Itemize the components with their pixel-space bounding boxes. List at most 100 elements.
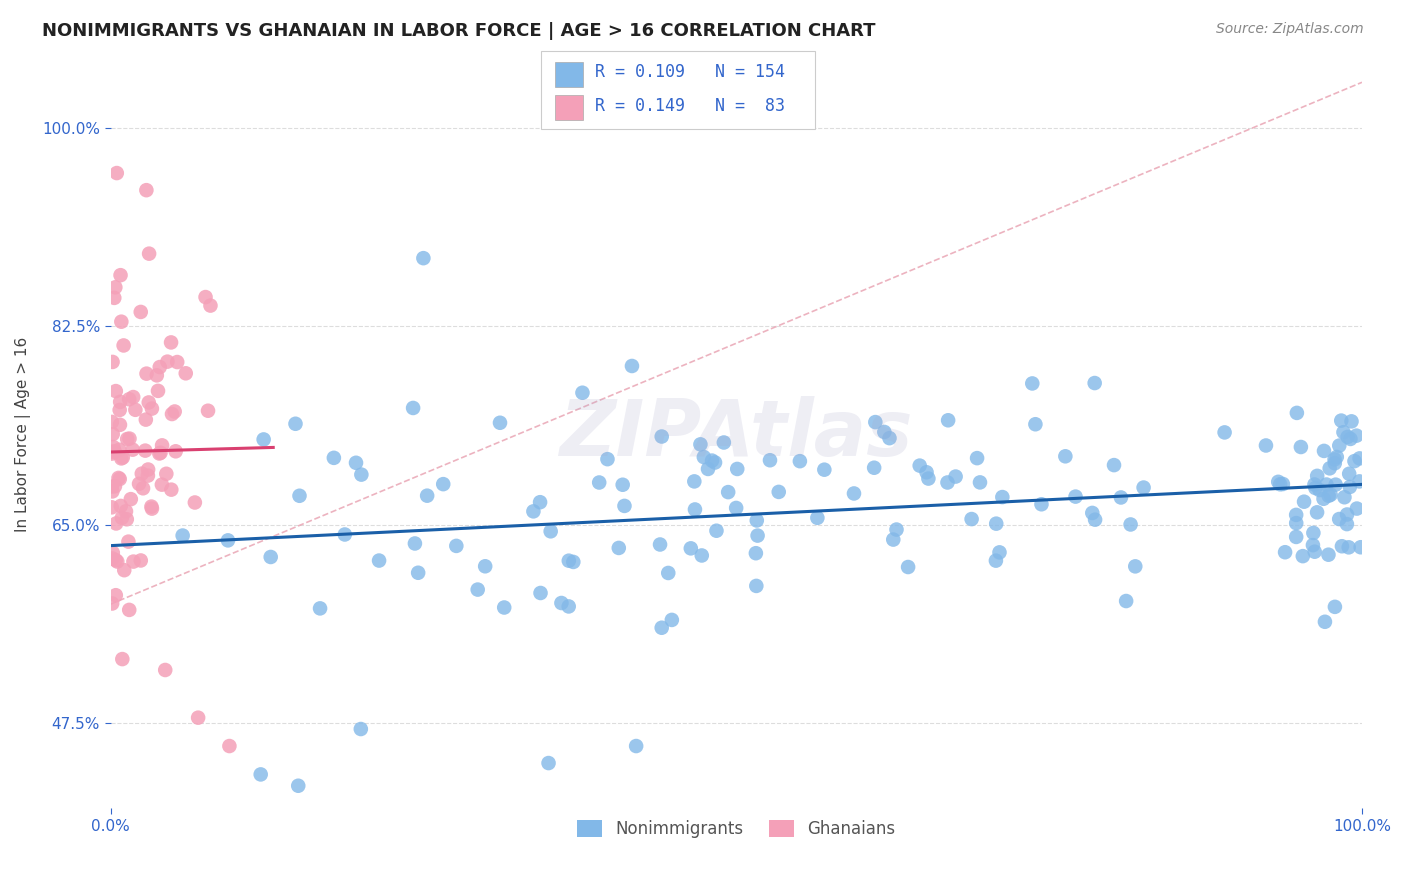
Point — [218, 739, 240, 753]
Point — [101, 415, 124, 429]
Point — [108, 417, 131, 432]
Point — [789, 454, 811, 468]
Point — [704, 455, 727, 469]
Point — [936, 413, 959, 427]
Point — [111, 510, 134, 524]
Point — [571, 385, 593, 400]
Point — [863, 460, 886, 475]
Point — [350, 467, 373, 482]
Point — [1348, 475, 1371, 489]
Point — [1343, 454, 1365, 468]
Point — [529, 586, 551, 600]
Point — [160, 407, 183, 421]
Point — [129, 553, 152, 567]
Point — [287, 779, 309, 793]
Point — [194, 290, 217, 304]
Point — [101, 427, 124, 442]
Point — [1084, 376, 1107, 390]
Point — [200, 299, 222, 313]
Point — [110, 451, 132, 466]
Point — [1132, 481, 1154, 495]
Point — [690, 549, 713, 563]
Point — [146, 384, 169, 398]
Point — [991, 490, 1014, 504]
Point — [1021, 376, 1043, 391]
Point — [105, 166, 128, 180]
Point — [131, 467, 153, 481]
Point — [135, 367, 157, 381]
Point — [558, 554, 581, 568]
Point — [474, 559, 496, 574]
Point — [1324, 477, 1347, 491]
Point — [745, 546, 768, 560]
Point — [141, 500, 163, 514]
Point — [725, 462, 748, 476]
Point — [122, 555, 145, 569]
Point — [620, 359, 643, 373]
Point — [110, 499, 132, 513]
Point — [104, 553, 127, 567]
Point — [141, 501, 163, 516]
Point — [108, 472, 131, 486]
Point — [1323, 456, 1346, 470]
Point — [124, 402, 146, 417]
Point — [1333, 490, 1355, 504]
Point — [138, 395, 160, 409]
Point — [174, 366, 197, 380]
Point — [156, 354, 179, 368]
Point — [697, 462, 720, 476]
Point — [141, 401, 163, 416]
Point — [105, 516, 128, 531]
Text: NONIMMIGRANTS VS GHANAIAN IN LABOR FORCE | AGE > 16 CORRELATION CHART: NONIMMIGRANTS VS GHANAIAN IN LABOR FORCE… — [42, 22, 876, 40]
Point — [768, 484, 790, 499]
Point — [1323, 452, 1346, 467]
Point — [138, 246, 160, 260]
Point — [689, 437, 711, 451]
Text: Source: ZipAtlas.com: Source: ZipAtlas.com — [1216, 22, 1364, 37]
Point — [284, 417, 307, 431]
Point — [402, 401, 425, 415]
Point — [184, 495, 207, 509]
Point — [651, 621, 673, 635]
Point — [489, 416, 512, 430]
Point — [110, 315, 132, 329]
Point — [115, 512, 138, 526]
Point — [1285, 516, 1308, 530]
Point — [1313, 444, 1336, 458]
Point — [404, 536, 426, 550]
Point — [1336, 430, 1358, 444]
Point — [122, 390, 145, 404]
Point — [104, 588, 127, 602]
Point — [882, 533, 904, 547]
Point — [112, 338, 135, 352]
Point — [103, 440, 125, 454]
Text: R = 0.109   N = 154: R = 0.109 N = 154 — [595, 63, 785, 81]
Point — [1330, 414, 1353, 428]
Point — [253, 433, 276, 447]
Point — [368, 553, 391, 567]
Point — [132, 481, 155, 495]
Point — [1326, 450, 1348, 464]
Point — [624, 739, 647, 753]
Point — [879, 431, 901, 445]
Point — [136, 468, 159, 483]
Point — [108, 442, 131, 457]
Point — [1274, 545, 1296, 559]
Point — [118, 392, 141, 407]
Point — [522, 504, 544, 518]
Point — [1313, 615, 1336, 629]
Point — [1213, 425, 1236, 440]
Point — [101, 551, 124, 566]
Point — [1123, 559, 1146, 574]
Point — [1054, 450, 1077, 464]
Point — [108, 395, 131, 409]
Point — [1348, 451, 1371, 466]
Point — [1333, 425, 1355, 440]
Point — [1254, 438, 1277, 452]
Text: ZIPAtlas: ZIPAtlas — [560, 396, 912, 472]
Point — [986, 516, 1008, 531]
Point — [155, 467, 177, 481]
Point — [104, 280, 127, 294]
Point — [537, 756, 560, 770]
Point — [700, 453, 723, 467]
